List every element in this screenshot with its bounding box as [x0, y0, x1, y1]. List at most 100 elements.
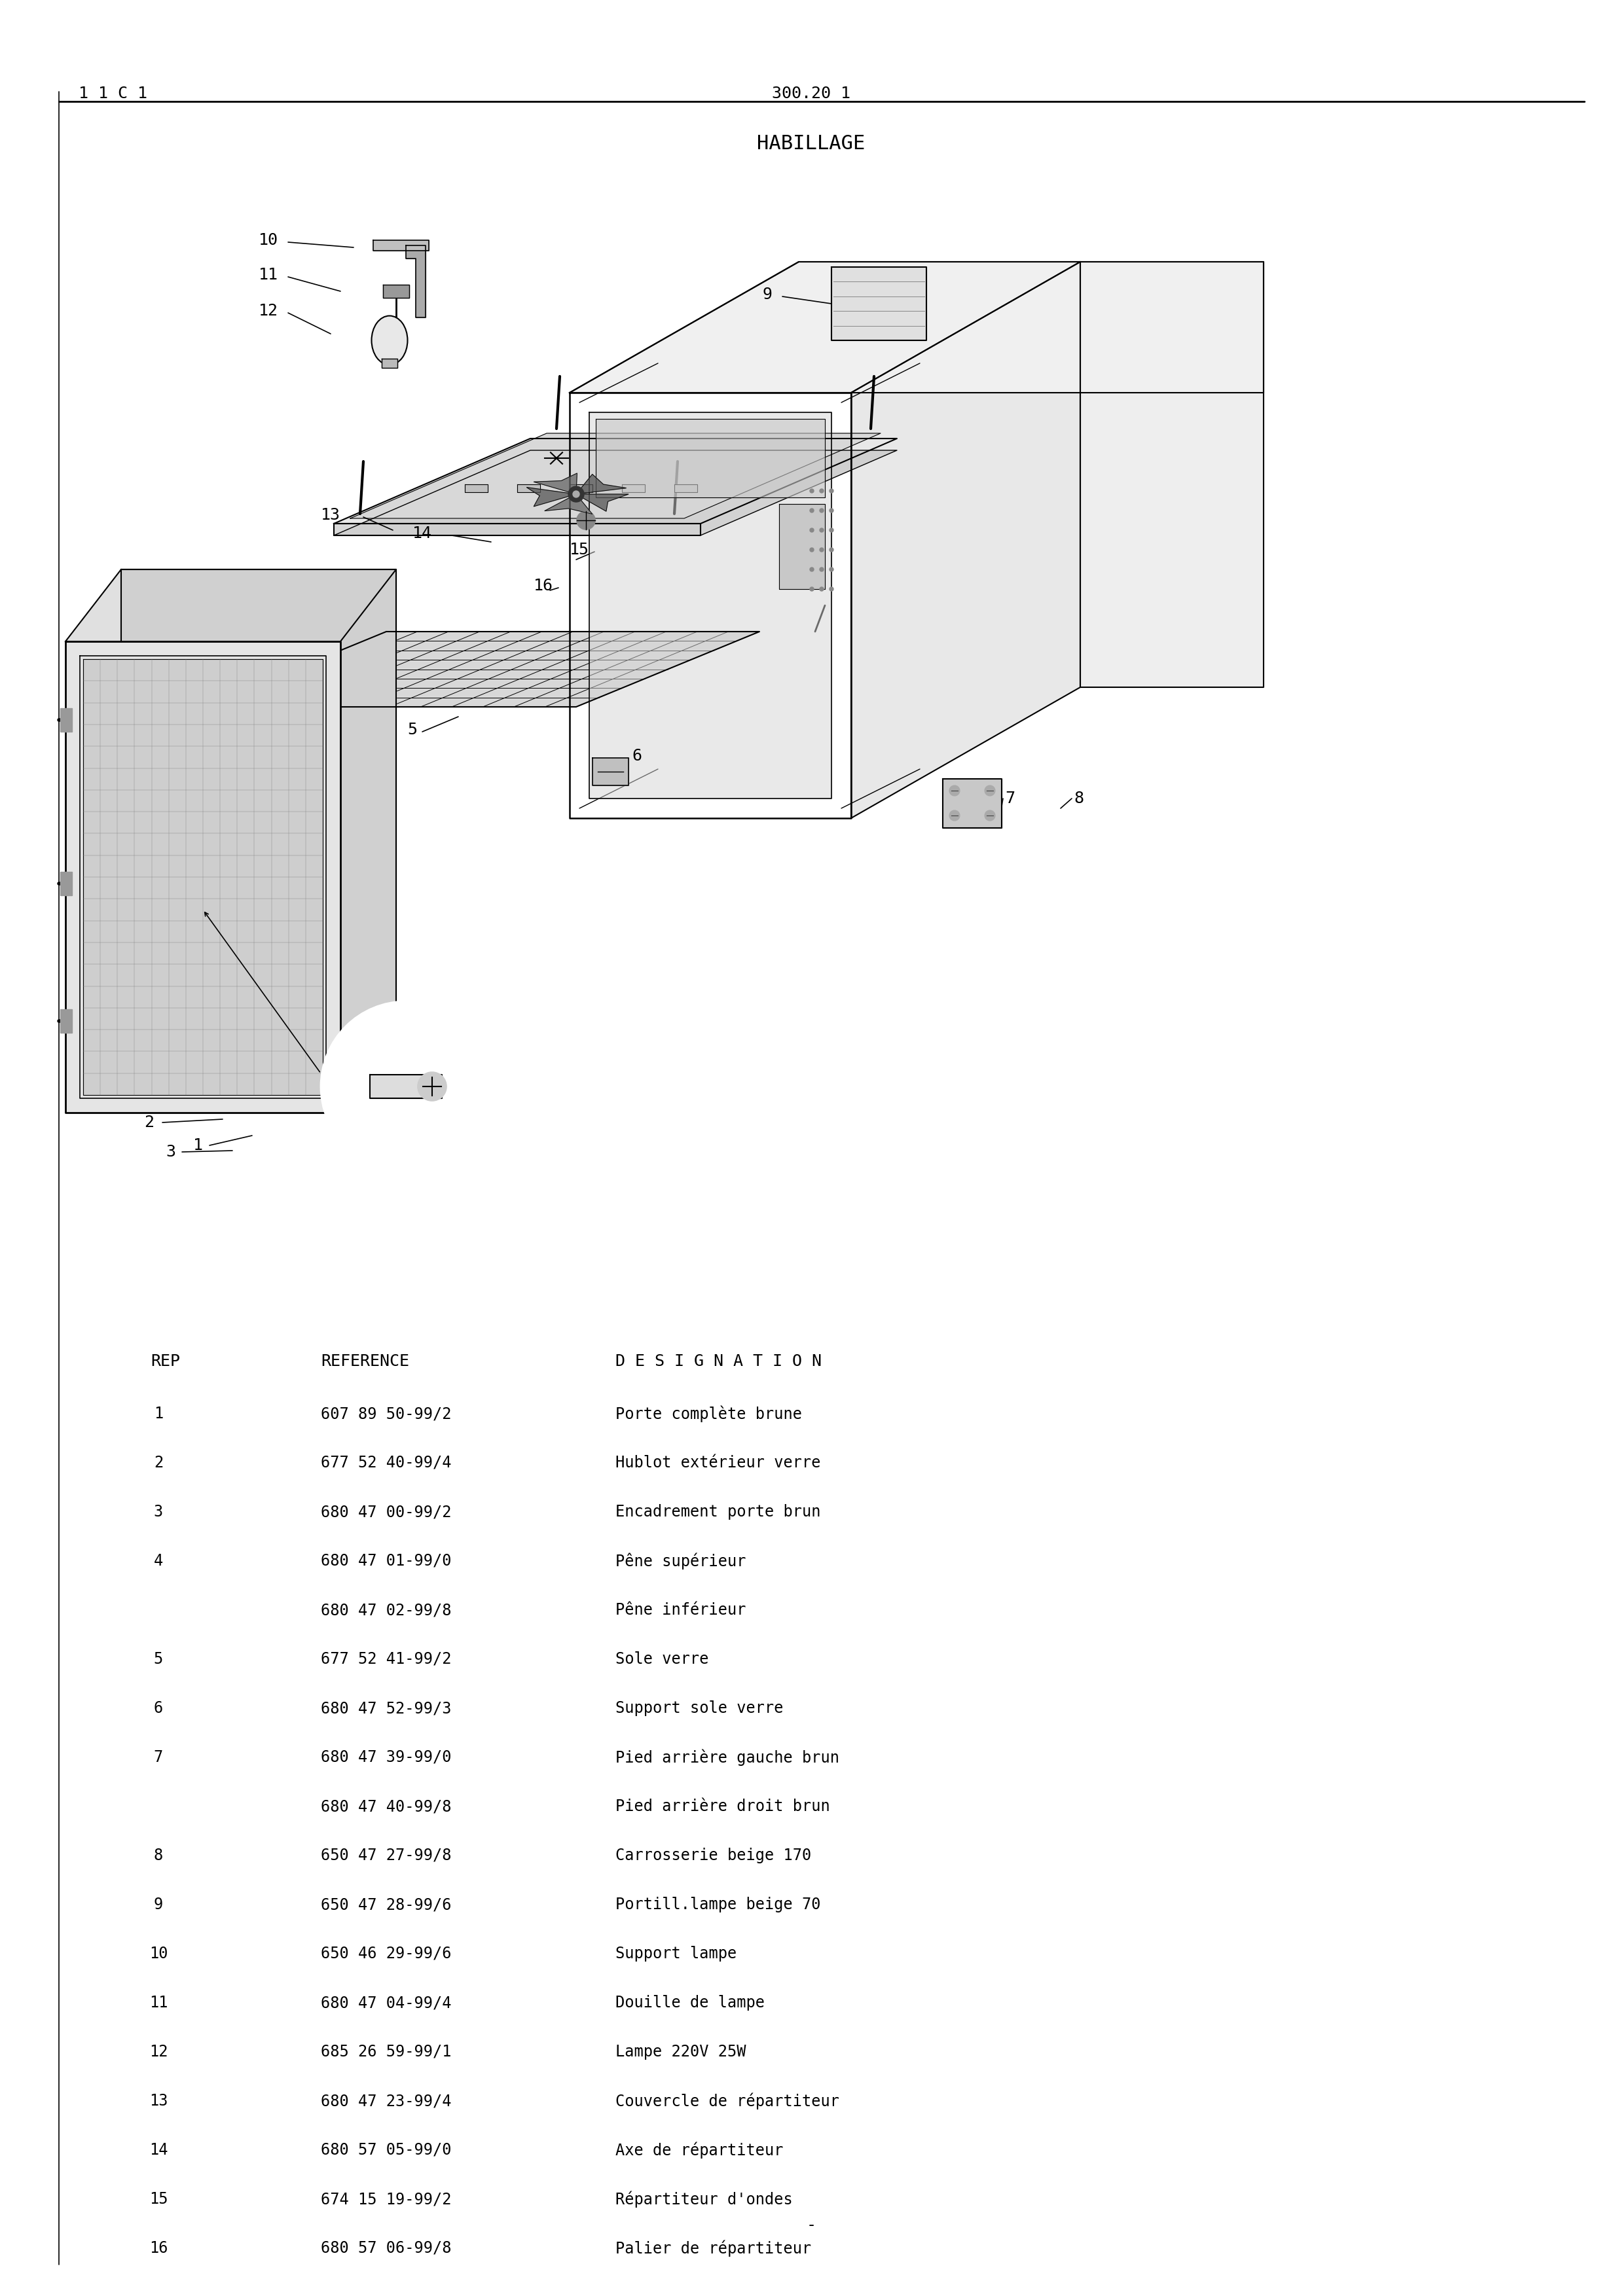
Polygon shape [406, 246, 425, 317]
Polygon shape [334, 523, 701, 535]
Text: 8: 8 [1074, 790, 1084, 806]
Text: 2: 2 [144, 1114, 154, 1130]
Text: 650 47 28-99/6: 650 47 28-99/6 [321, 1896, 451, 1913]
Text: 680 47 39-99/0: 680 47 39-99/0 [321, 1750, 451, 1766]
Text: 6: 6 [631, 748, 641, 765]
Polygon shape [943, 778, 1001, 829]
Text: 14: 14 [149, 2142, 167, 2158]
Text: Pied arrière droit brun: Pied arrière droit brun [615, 1798, 829, 1814]
Polygon shape [576, 475, 626, 494]
Text: 16: 16 [149, 2241, 167, 2257]
Text: 680 57 05-99/0: 680 57 05-99/0 [321, 2142, 451, 2158]
Text: 12: 12 [149, 2043, 167, 2060]
Polygon shape [518, 484, 540, 491]
Circle shape [820, 567, 823, 572]
Polygon shape [850, 262, 1081, 817]
Polygon shape [122, 569, 396, 1040]
Polygon shape [381, 358, 398, 367]
Text: Pêne inférieur: Pêne inférieur [615, 1603, 747, 1619]
Polygon shape [674, 484, 698, 491]
Circle shape [829, 588, 834, 590]
Text: Support sole verre: Support sole verre [615, 1701, 784, 1715]
Circle shape [573, 491, 579, 498]
Circle shape [985, 785, 995, 797]
Polygon shape [464, 484, 489, 491]
Text: REP: REP [151, 1355, 180, 1368]
Text: 7: 7 [1005, 790, 1014, 806]
Text: 1 1 C 1: 1 1 C 1 [78, 85, 148, 101]
Text: 8: 8 [154, 1848, 162, 1864]
Circle shape [820, 588, 823, 590]
Text: 2: 2 [154, 1456, 162, 1472]
Text: Pêne supérieur: Pêne supérieur [615, 1552, 747, 1570]
Text: 607 89 50-99/2: 607 89 50-99/2 [321, 1405, 451, 1421]
Polygon shape [83, 659, 323, 1095]
Circle shape [829, 507, 834, 512]
Text: 680 47 04-99/4: 680 47 04-99/4 [321, 1995, 451, 2011]
Text: Carrosserie beige 170: Carrosserie beige 170 [615, 1848, 812, 1864]
Polygon shape [351, 434, 881, 519]
Text: Porte complète brune: Porte complète brune [615, 1405, 802, 1421]
Polygon shape [370, 1075, 441, 1097]
Circle shape [829, 528, 834, 533]
Polygon shape [570, 484, 592, 491]
Polygon shape [65, 641, 341, 1114]
Ellipse shape [372, 317, 407, 365]
Text: 677 52 40-99/4: 677 52 40-99/4 [321, 1456, 451, 1472]
Text: 3: 3 [154, 1504, 162, 1520]
Circle shape [985, 810, 995, 820]
Polygon shape [60, 1010, 71, 1033]
Text: 13: 13 [321, 507, 341, 523]
Text: Répartiteur d'ondes: Répartiteur d'ondes [615, 2190, 792, 2206]
Polygon shape [334, 450, 898, 535]
Polygon shape [383, 285, 409, 298]
Text: 3: 3 [166, 1143, 175, 1159]
Circle shape [417, 1072, 446, 1100]
Text: 9: 9 [763, 287, 773, 303]
Text: Encadrement porte brun: Encadrement porte brun [615, 1504, 821, 1520]
Circle shape [949, 785, 959, 797]
Text: 9: 9 [154, 1896, 162, 1913]
Text: Pied arrière gauche brun: Pied arrière gauche brun [615, 1750, 839, 1766]
Text: 16: 16 [534, 579, 553, 595]
Text: Hublot extérieur verre: Hublot extérieur verre [615, 1456, 821, 1472]
Text: D E S I G N A T I O N: D E S I G N A T I O N [615, 1355, 821, 1368]
Text: Sole verre: Sole verre [615, 1651, 709, 1667]
Polygon shape [334, 439, 898, 523]
Circle shape [820, 528, 823, 533]
Text: Lampe 220V 25W: Lampe 220V 25W [615, 2043, 747, 2060]
Text: 680 47 02-99/8: 680 47 02-99/8 [321, 1603, 451, 1619]
Circle shape [810, 567, 813, 572]
Text: 674 15 19-99/2: 674 15 19-99/2 [321, 2190, 451, 2206]
Polygon shape [570, 262, 1081, 393]
Polygon shape [60, 707, 71, 732]
Polygon shape [203, 631, 760, 707]
Text: 680 47 01-99/0: 680 47 01-99/0 [321, 1552, 451, 1568]
Text: 5: 5 [154, 1651, 162, 1667]
Polygon shape [65, 569, 396, 641]
Polygon shape [1081, 262, 1264, 687]
Text: Douille de lampe: Douille de lampe [615, 1995, 764, 2011]
Circle shape [820, 489, 823, 494]
Circle shape [568, 487, 584, 503]
Text: 1: 1 [154, 1405, 162, 1421]
Polygon shape [526, 487, 576, 507]
Text: 11: 11 [149, 1995, 167, 2011]
Text: 650 47 27-99/8: 650 47 27-99/8 [321, 1848, 451, 1864]
Text: 4: 4 [338, 1079, 347, 1095]
Polygon shape [592, 758, 628, 785]
Text: Couvercle de répartiteur: Couvercle de répartiteur [615, 2092, 839, 2110]
Text: 677 52 41-99/2: 677 52 41-99/2 [321, 1651, 451, 1667]
Circle shape [810, 507, 813, 512]
Text: 12: 12 [258, 303, 278, 319]
Text: 11: 11 [258, 266, 278, 282]
Circle shape [576, 512, 596, 530]
Circle shape [321, 1001, 492, 1171]
Circle shape [829, 549, 834, 551]
Polygon shape [779, 503, 824, 590]
Polygon shape [576, 494, 628, 512]
Text: 650 46 29-99/6: 650 46 29-99/6 [321, 1945, 451, 1961]
Text: Support lampe: Support lampe [615, 1945, 737, 1961]
Polygon shape [596, 418, 824, 498]
Text: 10: 10 [149, 1945, 167, 1961]
